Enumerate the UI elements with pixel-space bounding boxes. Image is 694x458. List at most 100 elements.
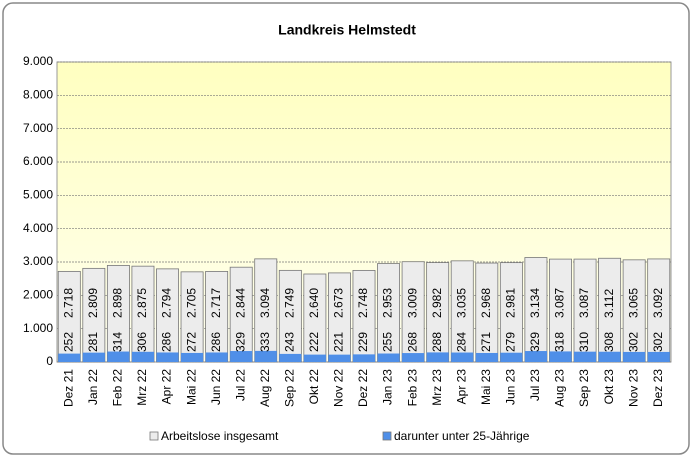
bar	[524, 351, 547, 362]
value-label: 2.968	[479, 288, 493, 318]
bar	[573, 351, 597, 362]
bar	[58, 353, 81, 362]
value-label: 310	[577, 332, 591, 352]
bar	[475, 352, 498, 362]
x-tick-label: Okt 23	[602, 369, 616, 405]
value-label: 302	[651, 332, 665, 352]
x-tick-label: Nov 23	[626, 369, 640, 407]
x-tick-label: Dez 21	[61, 369, 75, 407]
bar	[426, 352, 449, 362]
value-label: 243	[282, 332, 296, 352]
bar	[131, 351, 155, 362]
value-label: 3.087	[553, 288, 567, 318]
value-label: 229	[356, 332, 370, 352]
x-tick-label: Mrz 22	[135, 369, 149, 406]
chart-title: Landkreis Helmstedt	[278, 22, 416, 38]
x-tick-label: Apr 23	[454, 369, 468, 405]
legend-swatch	[149, 431, 159, 441]
y-tick-label: 4.000	[23, 221, 53, 235]
y-tick-label: 0	[46, 354, 53, 368]
value-label: 286	[209, 332, 223, 352]
value-label: 2.844	[233, 288, 247, 318]
value-label: 3.092	[651, 288, 665, 318]
value-label: 272	[184, 332, 198, 352]
bar	[647, 351, 670, 362]
value-label: 318	[553, 332, 567, 352]
y-tick-label: 9.000	[23, 54, 53, 68]
bar	[230, 351, 253, 362]
y-tick-label: 1.000	[23, 321, 53, 335]
x-tick-label: Mai 23	[479, 369, 493, 405]
bar	[623, 351, 646, 362]
value-label: 284	[454, 332, 468, 352]
value-label: 3.087	[577, 288, 591, 318]
bar	[598, 351, 621, 362]
value-label: 286	[160, 332, 174, 352]
x-tick-label: Apr 22	[160, 369, 174, 405]
bar	[451, 352, 474, 362]
y-tick-label: 7.000	[23, 121, 53, 135]
bar	[328, 354, 351, 362]
legend-label: Arbeitslose insgesamt	[161, 429, 279, 443]
value-label: 314	[111, 332, 125, 352]
x-tick-label: Dez 22	[356, 369, 370, 407]
x-tick-label: Aug 22	[258, 369, 272, 407]
x-tick-label: Jan 22	[86, 369, 100, 405]
value-label: 2.748	[356, 288, 370, 318]
x-tick-label: Jun 23	[504, 369, 518, 405]
bar	[107, 351, 130, 362]
value-label: 3.094	[258, 288, 272, 318]
bar	[82, 352, 105, 362]
x-tick-label: Sep 23	[577, 369, 591, 407]
bar	[205, 352, 228, 362]
value-label: 252	[61, 332, 75, 352]
value-label: 279	[504, 332, 518, 352]
value-label: 2.794	[160, 288, 174, 318]
value-label: 2.673	[332, 288, 346, 318]
x-tick-label: Feb 22	[111, 369, 125, 407]
value-label: 2.749	[282, 288, 296, 318]
value-label: 3.134	[528, 288, 542, 318]
value-label: 288	[430, 332, 444, 352]
value-label: 2.898	[111, 288, 125, 318]
legend-label: darunter unter 25-Jährige	[394, 429, 530, 443]
y-tick-label: 3.000	[23, 254, 53, 268]
x-tick-label: Mai 22	[184, 369, 198, 405]
bar	[303, 354, 326, 362]
y-tick-label: 8.000	[23, 88, 53, 102]
value-label: 3.035	[454, 288, 468, 318]
x-tick-label: Jul 23	[528, 369, 542, 401]
legend-swatch	[382, 431, 392, 441]
x-tick-label: Aug 23	[553, 369, 567, 407]
value-label: 308	[602, 332, 616, 352]
x-tick-label: Dez 23	[651, 369, 665, 407]
bar	[254, 350, 277, 362]
y-tick-label: 5.000	[23, 188, 53, 202]
bar	[352, 354, 376, 362]
value-label: 2.640	[307, 288, 321, 318]
value-label: 329	[528, 332, 542, 352]
value-label: 255	[381, 332, 395, 352]
value-label: 221	[332, 332, 346, 352]
value-label: 3.009	[405, 288, 419, 318]
value-label: 222	[307, 332, 321, 352]
x-tick-label: Jul 22	[233, 369, 247, 401]
value-label: 268	[405, 332, 419, 352]
value-label: 306	[135, 332, 149, 352]
value-label: 2.981	[504, 288, 518, 318]
value-label: 333	[258, 332, 272, 352]
x-tick-label: Jan 23	[381, 369, 395, 405]
bar	[377, 353, 400, 362]
value-label: 271	[479, 332, 493, 352]
x-tick-label: Nov 22	[332, 369, 346, 407]
bar	[549, 351, 572, 362]
value-label: 2.875	[135, 288, 149, 318]
value-label: 2.809	[86, 288, 100, 318]
value-label: 329	[233, 332, 247, 352]
y-tick-label: 6.000	[23, 154, 53, 168]
value-label: 281	[86, 332, 100, 352]
value-label: 2.717	[209, 288, 223, 318]
value-label: 2.718	[61, 288, 75, 318]
y-tick-label: 2.000	[23, 288, 53, 302]
